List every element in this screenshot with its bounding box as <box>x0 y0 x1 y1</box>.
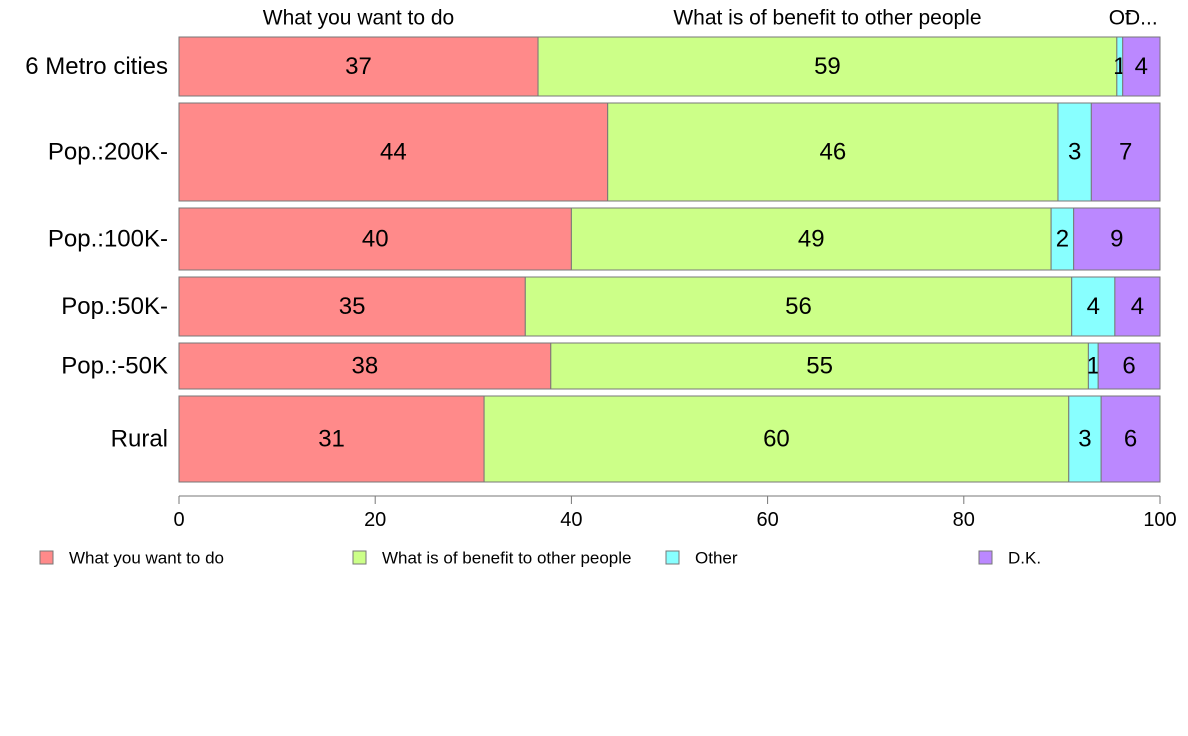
data-label: 2 <box>1056 226 1069 253</box>
x-tick-label: 40 <box>560 509 582 531</box>
legend-label: What you want to do <box>69 549 224 568</box>
data-label: 40 <box>362 226 389 253</box>
top-labels: What you want to do What is of benefit to… <box>263 7 1158 30</box>
bar-segment <box>1073 207 1161 271</box>
legend-swatch <box>978 550 993 565</box>
data-label: 7 <box>1119 139 1132 166</box>
legend-swatch <box>352 550 367 565</box>
bar-segment <box>178 102 609 202</box>
bar-segment <box>570 207 1052 271</box>
data-label: 4 <box>1131 293 1144 320</box>
bar-segment <box>537 36 1118 97</box>
top-segment-label: Ot <box>1109 7 1131 30</box>
bar-segment <box>550 342 1089 390</box>
x-tick-label: 80 <box>953 509 975 531</box>
x-tick-label: 100 <box>1143 509 1176 531</box>
category-label: Pop.:-50K <box>61 353 168 380</box>
data-label: 4 <box>1087 293 1100 320</box>
bar-segment <box>483 395 1070 483</box>
bar-segment <box>178 395 485 483</box>
category-label: Pop.:50K- <box>61 293 168 320</box>
bars: 37 59 1 444 46 3 740 49 2 935 56 4 438 55 1 631 60 3 6 <box>178 36 1161 483</box>
top-segment-label: What is of benefit to other people <box>673 7 981 30</box>
bar-segment <box>607 102 1059 202</box>
data-label: 49 <box>798 226 825 253</box>
data-label: 37 <box>345 53 372 80</box>
bar-segment <box>1071 276 1116 337</box>
x-axis: 0 20 40 60 80 100 <box>173 495 1177 531</box>
legend-label: What is of benefit to other people <box>382 549 632 568</box>
legend-swatch <box>665 550 680 565</box>
bar-segment <box>1100 395 1161 483</box>
data-label: 4 <box>1135 53 1148 80</box>
bar-segment <box>1090 102 1161 202</box>
data-label: 3 <box>1068 139 1081 166</box>
x-tick-label: 0 <box>173 509 184 531</box>
data-label: 38 <box>352 353 379 380</box>
data-label: 44 <box>380 139 407 166</box>
x-tick-label: 20 <box>364 509 386 531</box>
legend-label: Other <box>695 549 738 568</box>
data-label: 56 <box>785 293 812 320</box>
data-label: 3 <box>1078 426 1091 453</box>
data-label: 31 <box>318 426 345 453</box>
data-label: 59 <box>814 53 841 80</box>
data-label: 46 <box>819 139 846 166</box>
bar-segment <box>524 276 1073 337</box>
category-label: Pop.:100K- <box>48 226 168 253</box>
bar-segment <box>1122 36 1161 97</box>
category-label: Rural <box>111 426 168 453</box>
x-tick-label: 60 <box>756 509 778 531</box>
legend-swatch <box>39 550 54 565</box>
bar-segment <box>1114 276 1161 337</box>
data-label: 6 <box>1124 426 1137 453</box>
top-segment-label: What you want to do <box>263 7 454 30</box>
legend: What you want to do What is of benefit to… <box>39 549 1041 568</box>
data-label: 1 <box>1087 353 1100 380</box>
data-label: 9 <box>1110 226 1123 253</box>
bar-segment <box>178 276 526 337</box>
bar-segment <box>1068 395 1102 483</box>
bar-segment <box>178 342 552 390</box>
category-label: Pop.:200K- <box>48 139 168 166</box>
data-label: 6 <box>1122 353 1135 380</box>
legend-label: D.K. <box>1008 549 1041 568</box>
data-label: 55 <box>806 353 833 380</box>
data-label: 60 <box>763 426 790 453</box>
category-label: 6 Metro cities <box>25 53 168 80</box>
bar-segment <box>1097 342 1161 390</box>
category-labels: 6 Metro cities Pop.:200K- Pop.:100K- Pop.:5… <box>25 53 168 453</box>
data-label: 35 <box>339 293 366 320</box>
top-segment-label: D... <box>1125 7 1158 30</box>
